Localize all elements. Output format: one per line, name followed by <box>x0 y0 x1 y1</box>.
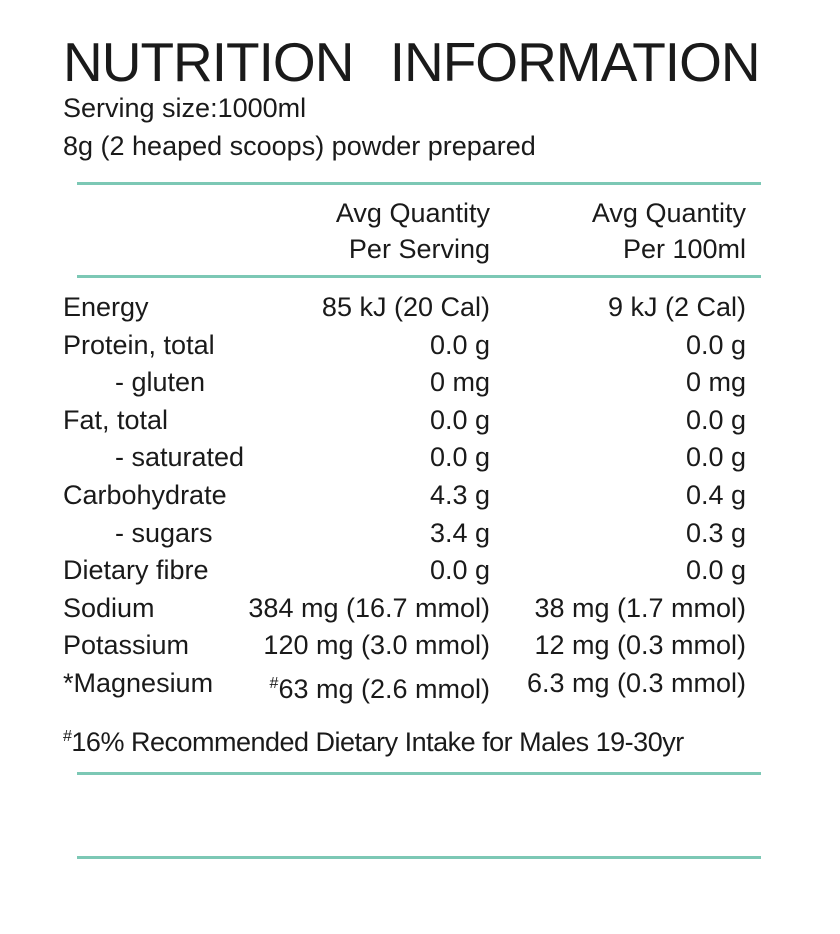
row-value: 0.0 g <box>685 404 746 435</box>
row-label: Protein, total <box>63 329 215 360</box>
row-value: 0.3 g <box>685 517 746 548</box>
row-value: 0.0 g <box>429 329 490 360</box>
row-label: Fat, total <box>63 404 169 435</box>
row-value: 384 mg (16.7 mmol) <box>248 592 490 623</box>
row-value: 0.0 g <box>685 555 746 586</box>
row-label: Potassium <box>63 630 190 661</box>
row-value: 0 mg <box>685 367 746 398</box>
row-value: 0.0 g <box>429 555 490 586</box>
divider <box>77 856 761 859</box>
serving-note: 8g (2 heaped scoops) powder prepared <box>63 131 536 161</box>
column-header: Avg Quantity <box>335 198 490 228</box>
superscript: # <box>269 675 279 692</box>
row-label: Sodium <box>63 592 155 623</box>
row-value: 0.4 g <box>685 480 746 510</box>
row-label: - saturated <box>115 442 245 473</box>
row-label: - sugars <box>115 517 213 548</box>
footnote-text: 16% Recommended Dietary Intake for Males… <box>71 727 684 757</box>
column-header: Per Serving <box>348 234 490 264</box>
row-value: 0 mg <box>429 367 490 398</box>
title: NUTRITION INFORMATION <box>63 31 761 93</box>
row-label: Carbohydrate <box>63 480 227 510</box>
footnote: #16% Recommended Dietary Intake for Male… <box>63 718 684 761</box>
row-value: 3.4 g <box>429 517 490 548</box>
value-text: 63 mg (2.6 mmol) <box>278 674 490 704</box>
row-value: 0.0 g <box>429 442 490 473</box>
row-value: 0.0 g <box>685 329 746 360</box>
serving-size: Serving size:1000ml <box>63 93 307 123</box>
row-value: 38 mg (1.7 mmol) <box>534 592 746 623</box>
row-value: #63 mg (2.6 mmol) <box>270 665 490 708</box>
row-value: 0.0 g <box>429 404 490 435</box>
column-header: Per 100ml <box>622 234 746 264</box>
footnote-mark: # <box>63 728 72 745</box>
row-value: 85 kJ (20 Cal) <box>321 292 490 322</box>
row-label: - gluten <box>115 367 206 398</box>
row-label: Energy <box>63 292 149 322</box>
row-label: Dietary fibre <box>63 555 209 586</box>
row-value: 4.3 g <box>429 480 490 510</box>
row-value: 12 mg (0.3 mmol) <box>534 630 746 661</box>
divider <box>77 182 761 185</box>
row-value: 120 mg (3.0 mmol) <box>263 630 490 661</box>
row-value: 9 kJ (2 Cal) <box>607 292 746 322</box>
column-header: Avg Quantity <box>591 198 746 228</box>
row-value: 0.0 g <box>685 442 746 473</box>
divider <box>77 772 761 775</box>
divider <box>77 275 761 278</box>
row-value: 6.3 mg (0.3 mmol) <box>526 668 746 698</box>
row-label: *Magnesium <box>63 668 214 698</box>
